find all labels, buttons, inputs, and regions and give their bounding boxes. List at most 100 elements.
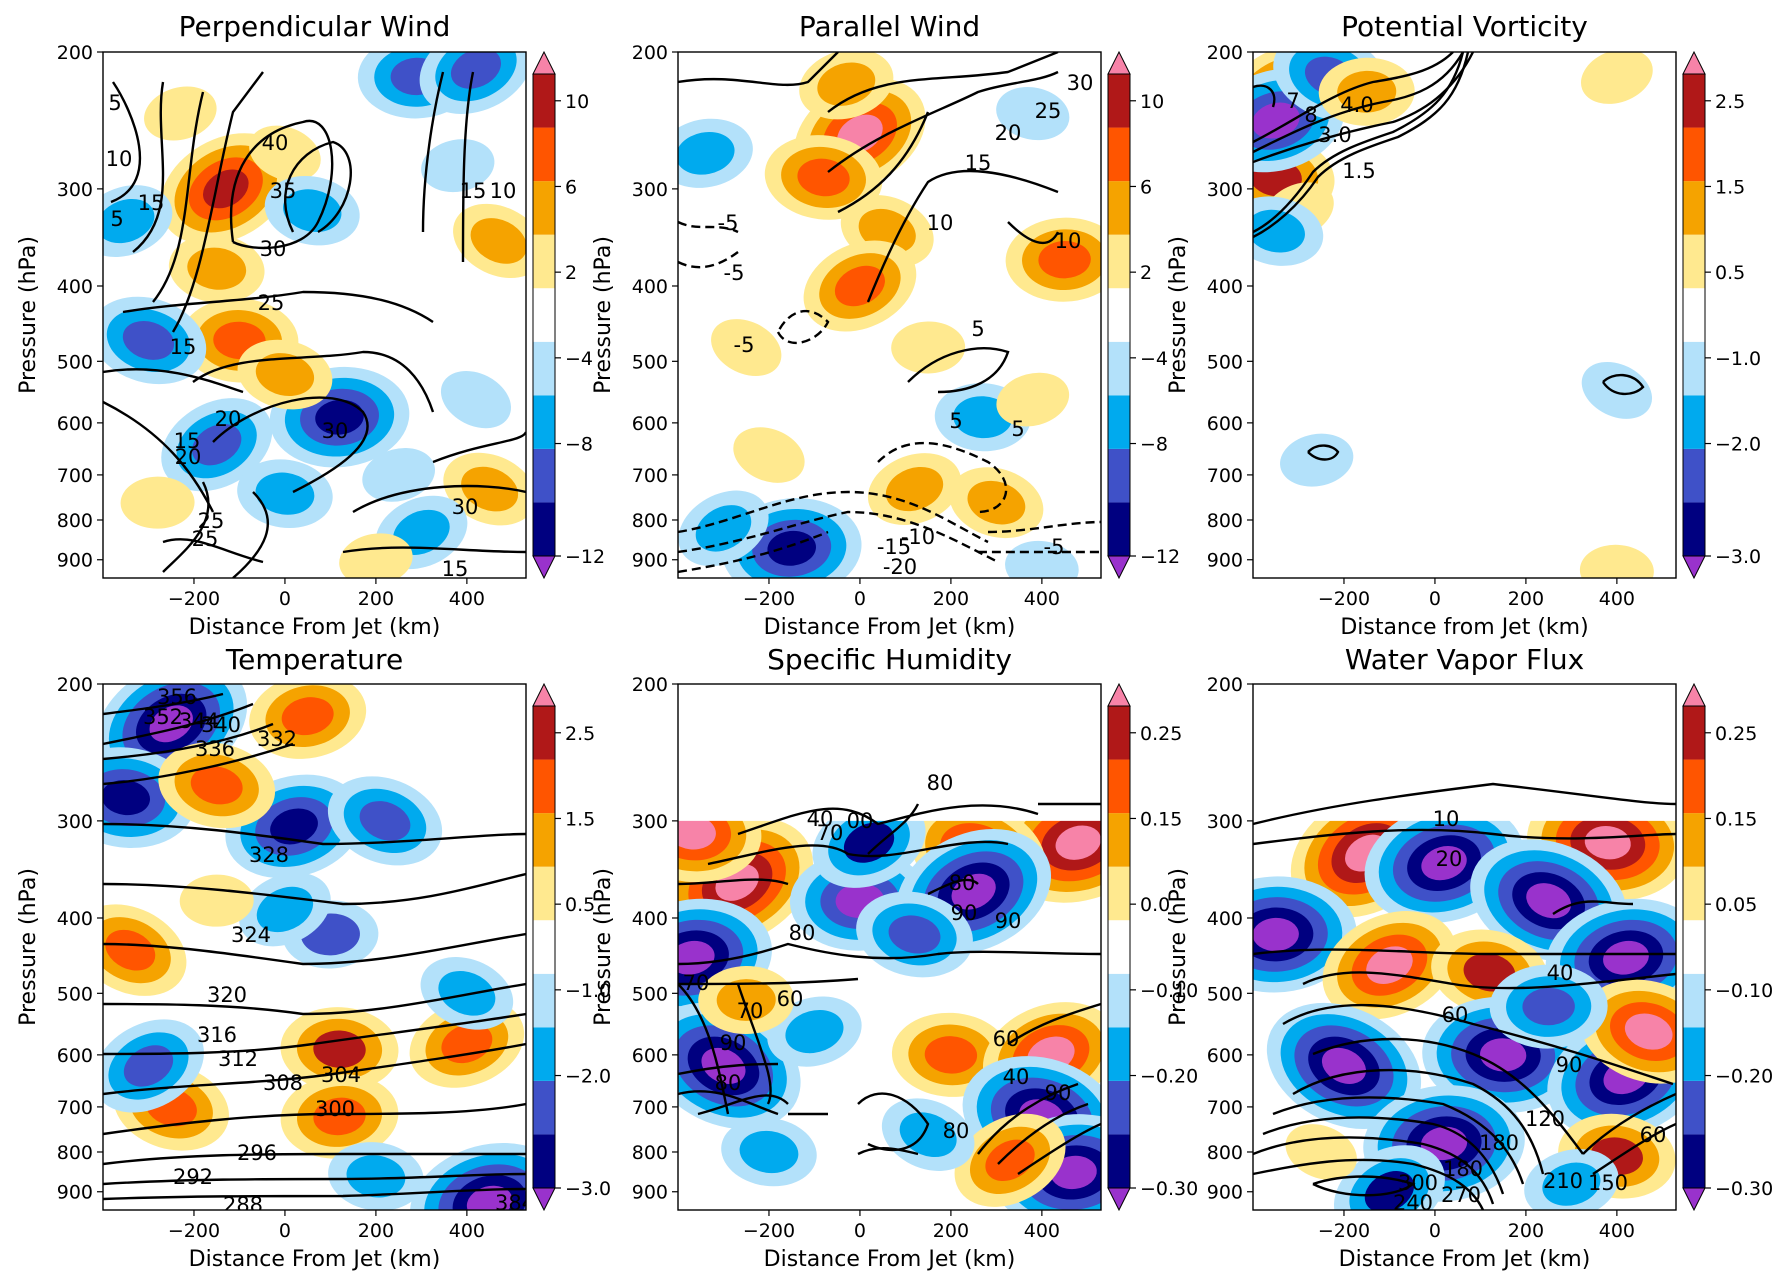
colorbar-tick-label: −8: [1140, 434, 1168, 456]
panel-title: Potential Vorticity: [1341, 10, 1588, 43]
fill-band: [834, 265, 885, 307]
x-tick-label: 0: [1429, 588, 1441, 610]
contour-label: 25: [198, 509, 225, 533]
fill-band: [1366, 946, 1413, 984]
contour-label: 40: [807, 807, 834, 831]
y-tick-label: 300: [1207, 811, 1243, 833]
y-tick-label: 400: [632, 276, 668, 298]
colorbar-tick-label: −2.0: [1715, 434, 1761, 456]
colorbar: 2.5 1.5 0.5 −1.0 −2.0 −3.0: [1682, 50, 1761, 580]
y-tick-label: 800: [57, 510, 93, 532]
contour-label: 25: [192, 527, 219, 551]
axes-frame: [1252, 51, 1677, 579]
contour-label: 15: [460, 179, 487, 203]
colorbar-extend-max: [1682, 682, 1706, 707]
fill-band: [1421, 845, 1467, 881]
colorbar-band: [1108, 74, 1130, 128]
contour-label: 344: [179, 709, 219, 733]
fill-band: [1005, 540, 1079, 578]
fill-band: [1253, 917, 1299, 952]
contour-line: [827, 70, 1059, 173]
fill-band: [1420, 1126, 1468, 1161]
contour-line: [432, 431, 526, 464]
contour-line: [1253, 52, 1454, 144]
colorbar: 10 6 2 −4 −8 −12: [532, 50, 605, 580]
y-tick-label: 600: [1207, 413, 1243, 435]
contour-lines: [103, 692, 526, 1201]
x-tick-label: −200: [1318, 1220, 1370, 1242]
fill-band: [440, 370, 511, 429]
contour-label: 150: [1588, 1171, 1628, 1195]
x-tick-label: 400: [1024, 588, 1060, 610]
colorbar-band: [1108, 1134, 1130, 1188]
contour-label: 60: [777, 987, 804, 1011]
contour-line: [1253, 52, 1465, 234]
colorbar-band: [1683, 920, 1705, 974]
y-tick-label: 900: [632, 550, 668, 572]
colorbar-band: [1683, 1134, 1705, 1188]
colorbar-band: [533, 448, 555, 503]
fill-anomaly: [996, 86, 1070, 141]
contour-label: 60: [993, 1027, 1020, 1051]
fill-band: [192, 423, 242, 466]
y-tick-label: 800: [632, 510, 668, 532]
fill-anomaly: [103, 296, 207, 385]
contour-line: [1253, 84, 1276, 108]
y-tick-label: 400: [57, 908, 93, 930]
fill-band: [1580, 52, 1653, 104]
fill-band: [1253, 102, 1300, 139]
fill-band: [1253, 209, 1305, 253]
fill-anomaly: [237, 459, 333, 528]
contour-line: [103, 722, 274, 761]
contour-label: 15: [138, 191, 165, 215]
x-tick-label: −200: [743, 1220, 795, 1242]
colorbar-band: [1683, 448, 1705, 503]
contour-line: [103, 400, 215, 513]
axes-frame: [677, 51, 1102, 579]
fill-anomaly: [249, 125, 321, 181]
contour-label: 3.0: [1318, 123, 1351, 147]
x-tick-label: 0: [279, 1220, 291, 1242]
colorbar-tick-label: 1.5: [1715, 176, 1745, 198]
contour-label: -5: [1044, 535, 1065, 559]
contour-line: [737, 804, 1039, 836]
contour-line: [1312, 1037, 1584, 1155]
fill-band: [1050, 1155, 1097, 1190]
fill-anomaly: [421, 139, 495, 193]
fill-band: [105, 929, 156, 971]
contour-label: 356: [157, 685, 197, 709]
panel-parallel-wind: 30252015101055-5-5-55-10-15-20-5Parallel…: [591, 10, 1180, 640]
fill-anomaly: [440, 370, 511, 429]
y-tick-label: 500: [57, 351, 93, 373]
fill-band: [1055, 825, 1101, 860]
y-tick-label: 400: [632, 908, 668, 930]
colorbar-tick-label: −0.10: [1715, 980, 1773, 1002]
y-tick-label: 200: [1207, 674, 1243, 696]
fill-band: [461, 466, 519, 512]
x-tick-label: 200: [358, 588, 394, 610]
fill-band: [120, 476, 195, 529]
contour-line: [678, 878, 789, 886]
y-axis-label: Pressure (hPa): [1166, 236, 1191, 394]
y-tick-label: 500: [1207, 983, 1243, 1005]
x-axis-label: Distance From Jet (km): [764, 615, 1016, 640]
panel-title: Temperature: [225, 643, 403, 676]
contour-line: [1007, 221, 1060, 244]
fill-band: [1603, 940, 1649, 975]
fill-anomaly: [733, 427, 805, 483]
contour-line: [212, 396, 369, 494]
colorbar-tick-label: −3.0: [565, 1178, 611, 1200]
contour-line: [229, 119, 334, 250]
colorbar-frame: [1107, 73, 1131, 557]
y-tick-label: 300: [632, 811, 668, 833]
contour-line: [1592, 1122, 1676, 1175]
x-tick-label: 0: [854, 1220, 866, 1242]
fill-anomaly: [453, 203, 526, 279]
y-tick-label: 600: [1207, 1045, 1243, 1067]
fill-anomaly: [711, 319, 782, 376]
colorbar-band: [533, 288, 555, 342]
